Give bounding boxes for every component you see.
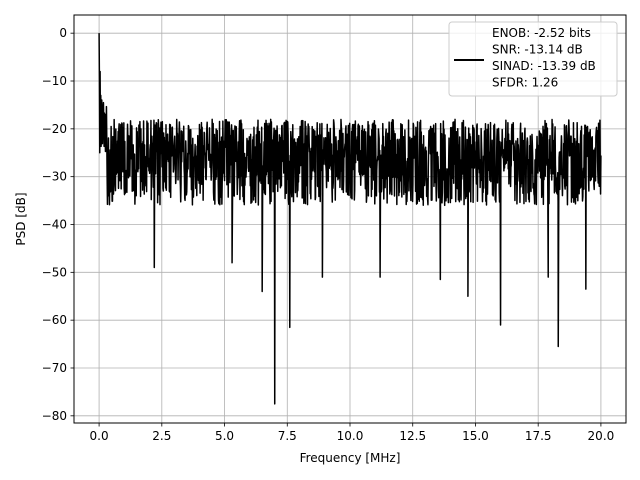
series-layer [98,33,602,405]
legend: ENOB: -2.52 bits SNR: -13.14 dB SINAD: -… [448,21,618,97]
legend-text-sfdr: SFDR: 1.26 [492,76,558,90]
legend-box [448,21,618,97]
x-tick-label: 0.0 [90,429,109,443]
y-tick-label: −70 [42,361,67,375]
y-tick-label: −80 [42,409,67,423]
x-tick-label: 15.0 [462,429,489,443]
legend-text-enob: ENOB: -2.52 bits [492,26,591,40]
x-ticks: 0.0 2.5 5.0 7.5 10.0 12.5 15.0 17.5 20.0 [90,423,615,443]
y-ticks: 0 −10 −20 −30 −40 −50 −60 −70 −80 [42,26,74,423]
legend-text-snr: SNR: -13.14 dB [492,43,583,57]
x-tick-label: 20.0 [588,429,615,443]
x-tick-label: 12.5 [399,429,426,443]
y-tick-label: −10 [42,74,67,88]
x-axis-label: Frequency [MHz] [300,451,401,465]
y-axis-label: PSD [dB] [14,192,28,245]
legend-text-sinad: SINAD: -13.39 dB [492,59,596,73]
x-tick-label: 17.5 [525,429,552,443]
psd-series-line [98,33,602,405]
y-tick-label: −40 [42,218,67,232]
y-tick-label: 0 [59,26,67,40]
x-tick-label: 5.0 [215,429,234,443]
y-tick-label: −60 [42,313,67,327]
x-tick-label: 10.0 [337,429,364,443]
y-tick-label: −50 [42,265,67,279]
x-tick-label: 7.5 [278,429,297,443]
y-tick-label: −20 [42,122,67,136]
y-tick-label: −30 [42,170,67,184]
x-tick-label: 2.5 [152,429,171,443]
